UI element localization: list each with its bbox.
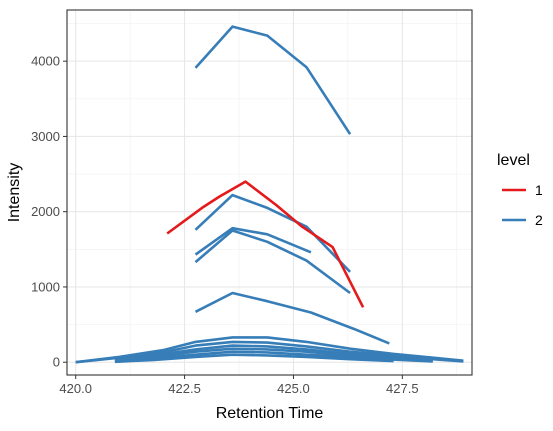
series-line-level-2 xyxy=(194,229,351,295)
y-tick-label: 2000 xyxy=(31,204,60,219)
series-line-level-2 xyxy=(194,25,352,135)
y-tick-label: 3000 xyxy=(31,129,60,144)
series-line-level-1 xyxy=(166,180,365,308)
series-line-level-2 xyxy=(114,353,394,364)
x-tick-label: 422.5 xyxy=(168,381,201,396)
y-axis-title: Intensity xyxy=(6,163,23,223)
series-line-level-2 xyxy=(114,344,464,363)
y-tick-label: 0 xyxy=(53,355,60,370)
legend-label-2: 2 xyxy=(535,212,543,228)
legend-label-1: 1 xyxy=(535,182,543,198)
plot-border xyxy=(66,9,473,376)
gridlines xyxy=(67,10,472,375)
series-line-level-2 xyxy=(194,291,390,345)
x-tick-label: 427.5 xyxy=(386,381,419,396)
x-tick-label: 420.0 xyxy=(59,381,92,396)
series-line-level-2 xyxy=(114,350,433,363)
x-tick-label: 425.0 xyxy=(277,381,310,396)
legend: level 1 2 xyxy=(497,152,543,228)
series-lines xyxy=(75,25,464,364)
series-line-level-2 xyxy=(194,193,352,273)
legend-title: level xyxy=(497,152,530,169)
plot-panel xyxy=(67,10,472,375)
x-axis-title: Retention Time xyxy=(216,405,324,422)
y-tick-label: 1000 xyxy=(31,279,60,294)
axes: 420.0 422.5 425.0 427.5 0 1000 2000 3000 4000 xyxy=(31,54,419,396)
y-tick-label: 4000 xyxy=(31,54,60,69)
series-line-level-2 xyxy=(194,226,312,256)
